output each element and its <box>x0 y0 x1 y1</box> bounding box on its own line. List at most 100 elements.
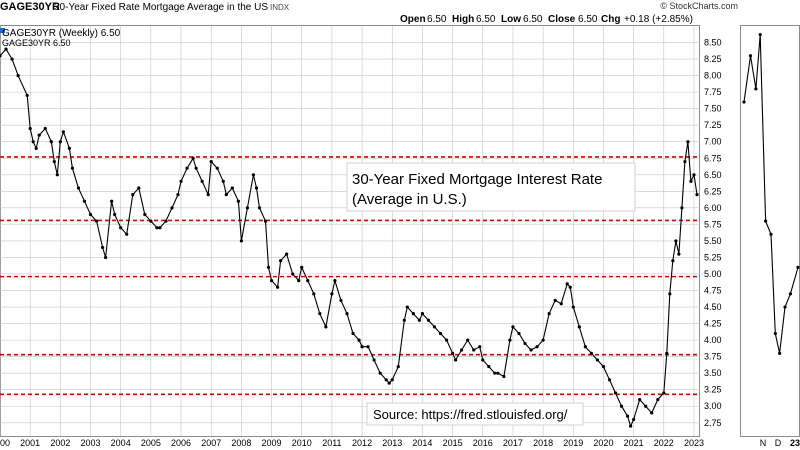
series-point <box>16 73 20 78</box>
series-point <box>0 54 2 58</box>
series-point <box>571 305 575 309</box>
chart-subtitle: (Average in U.S.) <box>352 191 467 208</box>
series-point <box>390 378 394 382</box>
series-point <box>333 278 337 283</box>
series-point <box>384 378 388 382</box>
series-point <box>496 371 500 375</box>
series-point <box>131 193 135 197</box>
overlay-tick-label: 23 <box>790 438 800 448</box>
series-point <box>67 146 71 150</box>
x-tick-label: 2007 <box>201 438 221 448</box>
x-tick-label: 2014 <box>412 438 432 448</box>
series-point <box>360 345 364 349</box>
series-point <box>487 364 491 369</box>
series-point <box>206 193 210 197</box>
overlay-tick-label: N <box>760 438 767 448</box>
series-point <box>291 272 295 276</box>
series-point <box>689 179 693 184</box>
series-point <box>683 159 687 164</box>
series-point <box>43 126 47 131</box>
series-point <box>55 173 59 177</box>
series-point <box>236 199 240 203</box>
series-point <box>668 292 672 296</box>
x-tick-label: 2017 <box>503 438 523 448</box>
x-tick-label: 2004 <box>111 438 131 448</box>
y-tick-label: 5.50 <box>704 236 722 246</box>
y-tick-label: 4.50 <box>704 302 722 312</box>
series-point <box>565 282 569 286</box>
y-tick-label: 8.50 <box>704 38 722 48</box>
series-point <box>420 312 425 316</box>
y-tick-label: 3.25 <box>704 385 722 395</box>
x-tick-label: 2015 <box>443 438 463 448</box>
series-point <box>589 351 593 355</box>
x-tick-label: 2010 <box>292 438 312 448</box>
series-point <box>104 255 108 260</box>
series-point <box>454 358 458 362</box>
low-label: Low <box>501 14 521 25</box>
symbol-description: 30-Year Fixed Rate Mortgage Average in t… <box>54 2 268 13</box>
series-point <box>164 219 168 223</box>
series-point <box>450 351 455 355</box>
title-box <box>346 162 636 212</box>
series-point <box>583 345 587 349</box>
y-axis: 2.75 3.00 3.25 3.50 3.75 4.00 4.25 4.50 4.75 5.00… <box>704 38 722 428</box>
series-point <box>529 348 533 352</box>
series-point <box>345 312 349 316</box>
y-tick-label: 6.75 <box>704 153 722 163</box>
overlay-point <box>788 292 793 296</box>
last-value-legend: GAGE30YR 6.50 <box>2 38 71 48</box>
x-tick-label: 2005 <box>141 438 161 448</box>
high-label: High <box>452 14 474 25</box>
series-point <box>58 140 62 144</box>
source-note: Source: https://fred.stlouisfed.org/ <box>373 407 568 422</box>
series-point <box>100 245 105 250</box>
series-point <box>245 206 250 210</box>
series-point <box>686 140 690 144</box>
series-point <box>650 411 654 415</box>
x-tick-label: 2023 <box>684 438 704 448</box>
series-point <box>432 325 437 329</box>
series-point <box>324 325 328 329</box>
series-point <box>595 358 600 362</box>
open-label: Open <box>400 14 426 25</box>
y-tick-label: 7.00 <box>704 137 722 147</box>
overlay-point <box>778 351 782 355</box>
series-point <box>644 404 648 408</box>
series-point <box>149 219 153 223</box>
overlay-tick-label: D <box>775 438 782 448</box>
y-tick-label: 3.50 <box>704 368 722 378</box>
series-point <box>372 358 376 362</box>
y-tick-label: 5.25 <box>704 252 722 262</box>
exchange-label: INDX <box>270 3 290 12</box>
x-axis: 2000 2001 2002 2003 2004 2005 2006 2007 2008 2009… <box>0 438 704 448</box>
series-point <box>94 219 99 223</box>
series-point <box>158 226 162 230</box>
series-point <box>318 312 322 316</box>
y-tick-label: 7.75 <box>704 87 722 97</box>
series-point <box>601 364 606 369</box>
series-point <box>300 265 304 269</box>
series-point <box>629 424 633 428</box>
series-point <box>417 318 421 322</box>
series-point <box>155 226 159 230</box>
series-point <box>568 285 572 289</box>
overlay-point <box>754 87 758 91</box>
series-point <box>674 239 678 243</box>
reference-lines <box>0 156 700 396</box>
series-point <box>405 305 409 309</box>
series-point <box>695 193 699 197</box>
series-point <box>351 331 355 336</box>
symbol-label: GAGE30YR <box>0 1 60 13</box>
series-point <box>119 226 123 230</box>
y-tick-label: 5.75 <box>704 219 722 229</box>
source-box <box>366 402 584 426</box>
overlay-point <box>748 54 753 58</box>
series-point <box>677 252 681 256</box>
series-point <box>523 341 527 346</box>
series-point <box>285 252 289 256</box>
series-point <box>638 398 642 402</box>
series-point <box>680 206 684 210</box>
series-point <box>297 278 301 283</box>
